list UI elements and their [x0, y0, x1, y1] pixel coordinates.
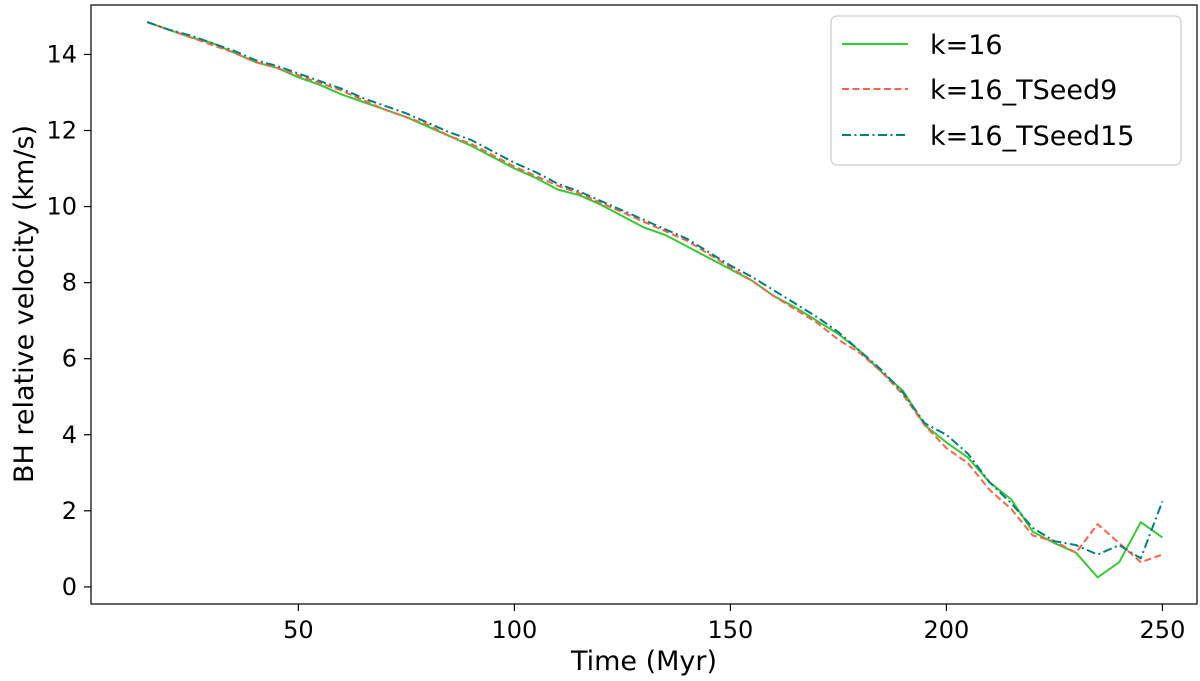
- legend-label-k16: k=16: [930, 30, 1003, 61]
- y-tick-label: 8: [62, 269, 77, 297]
- legend-label-tseed9: k=16_TSeed9: [930, 75, 1117, 106]
- y-tick-label: 4: [62, 421, 77, 449]
- legend-label-tseed15: k=16_TSeed15: [930, 121, 1134, 152]
- y-tick-label: 2: [62, 497, 77, 525]
- y-tick-label: 10: [46, 193, 77, 221]
- x-tick-label: 250: [1140, 616, 1186, 644]
- legend: k=16 k=16_TSeed9 k=16_TSeed15: [830, 15, 1182, 166]
- y-axis-label: BH relative velocity (km/s): [9, 125, 40, 483]
- x-axis-label: Time (Myr): [570, 646, 717, 677]
- plot-frame: [90, 4, 1198, 605]
- x-axis: 50 100 150 200 250: [283, 604, 1185, 644]
- x-tick-label: 50: [283, 616, 314, 644]
- x-tick-label: 100: [491, 616, 537, 644]
- y-tick-label: 12: [46, 117, 77, 145]
- y-tick-label: 0: [62, 573, 77, 601]
- y-tick-label: 6: [62, 345, 77, 373]
- series-line-1: [146, 21, 1163, 564]
- y-axis: 0 2 4 6 8 10 12 14: [46, 40, 91, 601]
- series-layer: [146, 21, 1164, 579]
- series-line-2: [146, 21, 1164, 560]
- x-tick-label: 200: [924, 616, 970, 644]
- y-tick-label: 14: [46, 40, 77, 68]
- x-tick-label: 150: [708, 616, 754, 644]
- legend-box: [830, 15, 1182, 166]
